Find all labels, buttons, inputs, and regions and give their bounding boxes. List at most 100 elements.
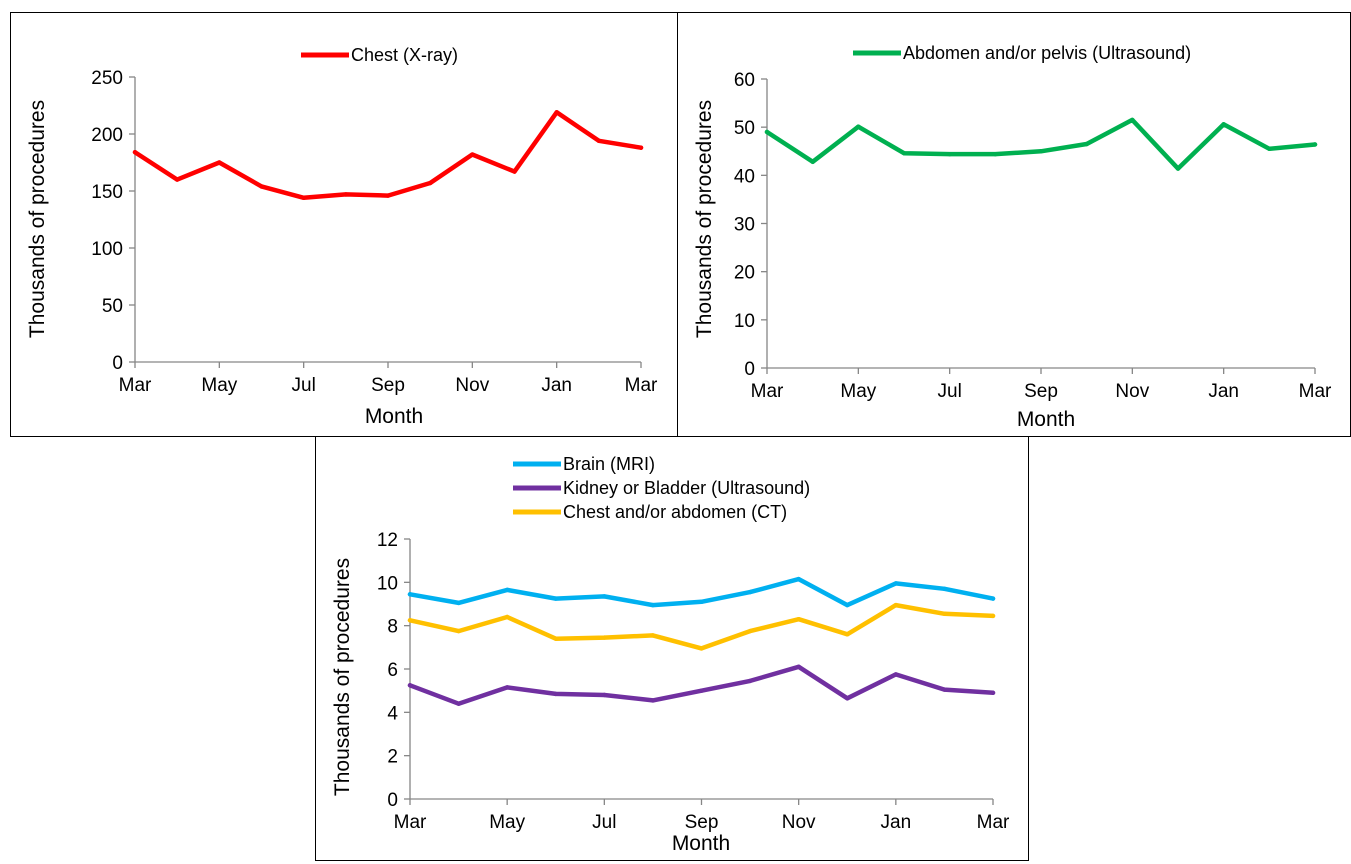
y-axis-title: Thousands of procedures [331,558,354,796]
data-point [407,592,413,597]
data-point [1267,146,1272,152]
data-point [990,596,996,601]
y-tick-label: 30 [734,215,755,236]
x-tick-label: Jan [1208,381,1239,402]
data-point [554,110,559,115]
data-point [796,664,801,670]
data-point [1130,117,1135,123]
x-tick-label: Nov [1115,381,1149,402]
series-line-chest-and-or-abdomen-ct [407,602,996,651]
x-tick-label: May [840,381,876,402]
data-point [893,672,899,677]
x-tick-label: Jul [938,381,962,402]
abdomen-ultrasound-chart-panel: 0 10 20 30 40 50 60 Mar May Jul Sep Nov Jan Mar Month T… [677,12,1351,437]
y-tick-label: 200 [91,125,123,146]
y-tick-label: 12 [377,530,398,551]
data-point [845,632,850,637]
x-axis-title: Month [1017,408,1075,431]
y-tick-label: 2 [387,747,398,768]
data-point [553,636,558,641]
y-tick-label: 10 [734,311,755,332]
data-point [470,152,475,157]
data-point [596,138,602,144]
x-tick-label: Nov [455,375,489,396]
data-point [993,151,998,157]
y-tick-label: 60 [734,70,755,91]
data-point [217,160,222,165]
abdomen-ultrasound-line-chart: 0 10 20 30 40 50 60 Mar May Jul Sep Nov Jan Mar Month T… [693,43,1332,431]
data-point [942,687,947,692]
data-point [427,180,433,186]
data-point [456,701,461,706]
legend-label: Abdomen and/or pelvis (Ultrasound) [903,43,1191,63]
data-point [1038,149,1044,154]
y-tick-label: 8 [387,617,398,638]
data-point [747,628,753,634]
data-point [602,692,607,698]
series-line-kidney-or-bladder-ultrasound [407,664,996,706]
data-point [901,150,907,156]
y-tick-label: 150 [91,182,123,203]
data-point [942,586,947,592]
brain-kidney-chest-ct-line-chart: 0 2 4 6 8 10 12 Mar May Jul Sep Nov Jan Mar Month Thous… [331,454,1010,855]
data-point [650,602,656,608]
x-tick-label: Sep [1024,381,1058,402]
data-point [301,195,306,201]
data-point [407,618,413,623]
y-axis-title: Thousands of procedures [693,100,716,338]
data-point [764,129,770,135]
x-tick-label: Jul [292,375,316,396]
data-point [796,616,801,622]
y-tick-label: 20 [734,263,755,284]
y-tick-label: 100 [91,239,123,260]
data-point [602,635,607,640]
series-line-abdomen-and-or-pelvis-ultrasound [764,117,1318,171]
x-tick-label: Jul [592,812,616,833]
data-point [385,193,391,198]
data-point [990,613,996,619]
data-point [504,614,510,620]
y-tick-label: 6 [387,660,398,681]
legend-label: Chest and/or abdomen (CT) [563,502,787,522]
y-tick-label: 0 [744,359,755,380]
data-point [259,184,264,189]
y-tick-label: 40 [734,166,755,187]
data-point [650,633,656,638]
data-point [856,124,861,129]
legend-label: Chest (X-ray) [351,45,458,65]
x-tick-label: Sep [685,812,719,833]
y-axis-title: Thousands of procedures [26,100,49,338]
x-tick-label: Mar [977,812,1010,833]
x-tick-label: Jan [881,812,912,833]
data-point [1312,142,1318,147]
data-point [893,581,899,586]
series-line-chest-x-ray [132,110,644,201]
data-point [699,599,704,605]
y-tick-label: 50 [102,296,123,317]
x-tick-label: Mar [119,375,152,396]
y-tick-label: 0 [387,790,398,811]
data-point [602,594,607,599]
data-point [174,177,180,182]
data-point [947,151,952,157]
data-point [1221,122,1226,127]
y-tick-label: 10 [377,573,398,594]
y-tick-label: 0 [112,353,123,374]
x-tick-label: Mar [625,375,658,396]
data-point [407,683,413,688]
y-tick-label: 4 [387,703,398,724]
data-point [810,159,815,165]
brain-kidney-chest-ct-chart-panel: 0 2 4 6 8 10 12 Mar May Jul Sep Nov Jan Mar Month Thous… [315,436,1029,861]
data-point [699,688,704,693]
data-point [747,589,753,595]
data-point [553,691,558,697]
data-point [699,646,704,651]
data-point [456,600,461,606]
y-tick-label: 250 [91,68,123,89]
x-tick-label: Mar [751,381,784,402]
data-point [132,150,138,155]
x-tick-label: Mar [1299,381,1332,402]
data-point [747,678,753,684]
data-point [504,587,510,593]
y-tick-label: 50 [734,118,755,139]
